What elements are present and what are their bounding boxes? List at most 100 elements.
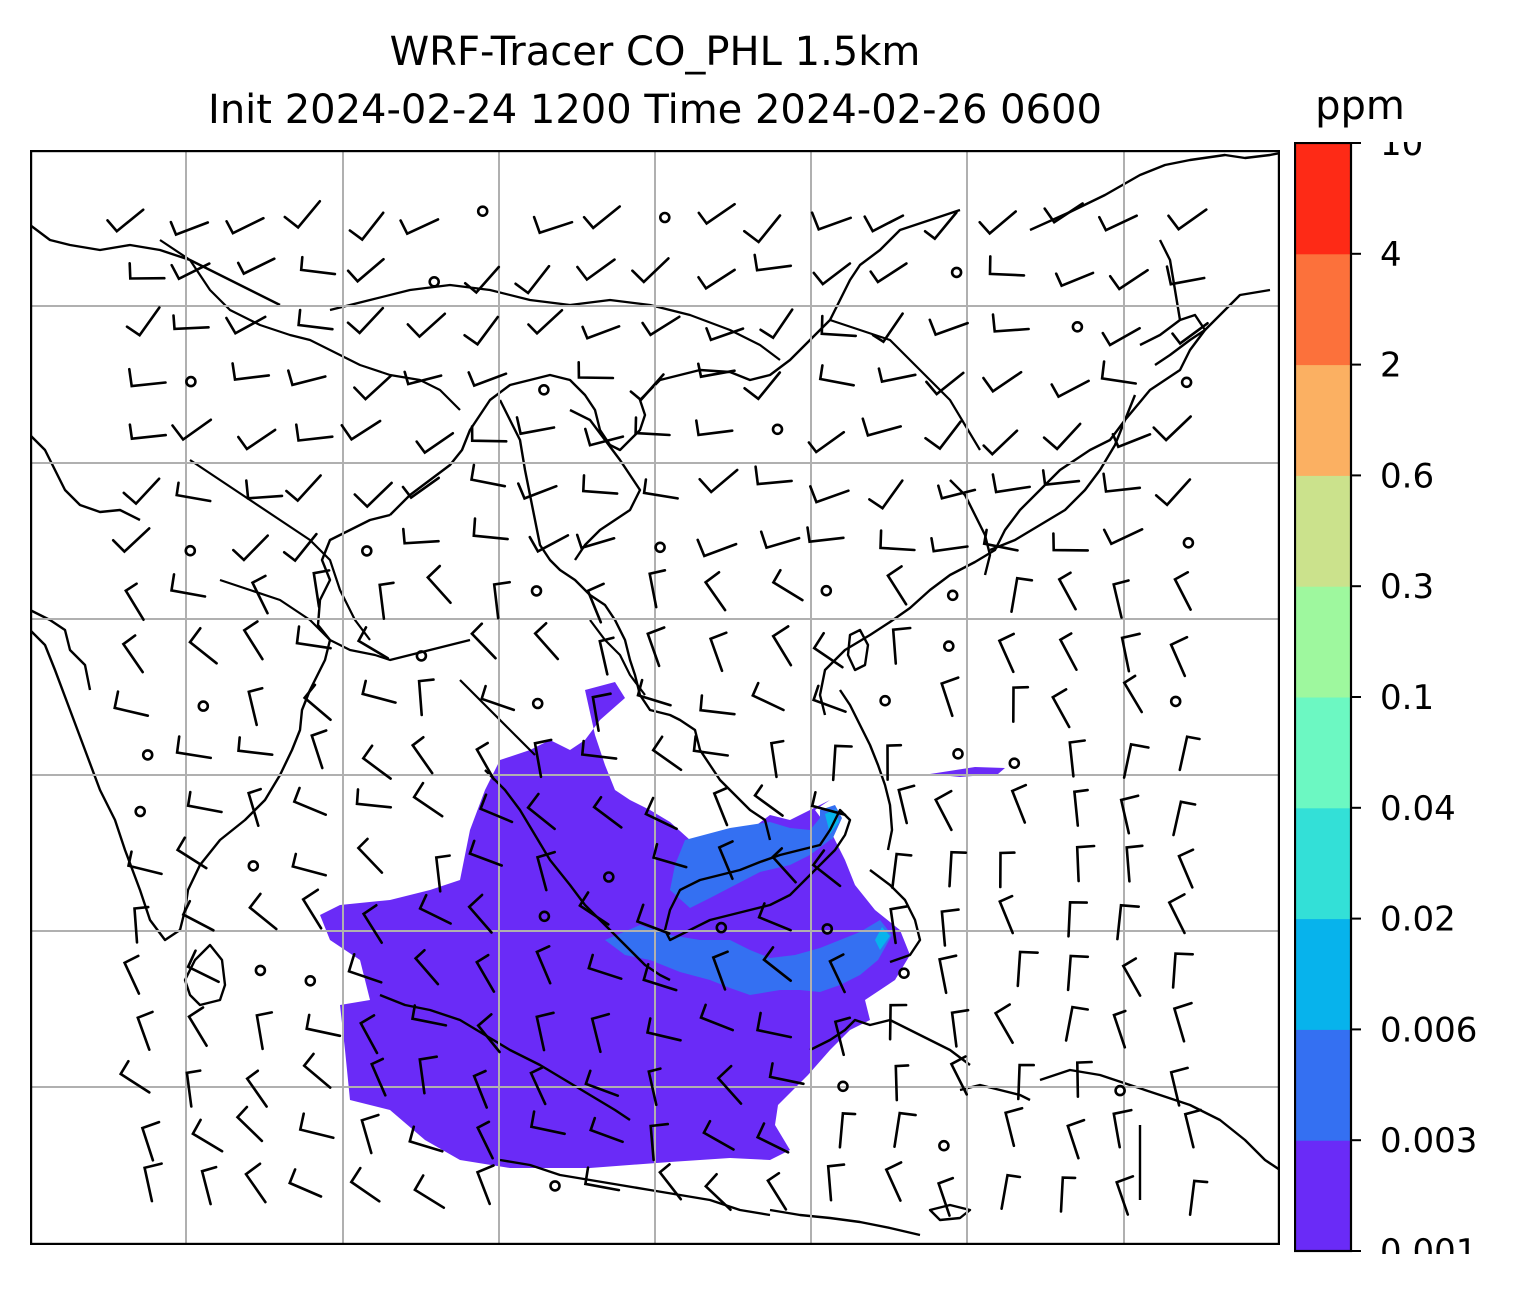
wind-barb <box>1100 360 1137 385</box>
wind-barb <box>225 216 265 235</box>
map-frame <box>30 150 1280 1245</box>
calm-wind-marker <box>952 747 964 760</box>
wind-barb <box>771 568 804 602</box>
wind-barb <box>717 840 734 881</box>
wind-barb <box>186 790 223 814</box>
wind-barb <box>812 262 852 286</box>
wind-barb <box>355 788 393 809</box>
wind-barb <box>235 1105 264 1143</box>
wind-barb <box>283 200 322 230</box>
wind-barb <box>361 744 392 780</box>
calm-wind-marker <box>185 375 197 388</box>
wind-barb <box>353 374 392 401</box>
wind-barb <box>359 1014 379 1055</box>
wind-barb <box>1064 1005 1089 1042</box>
wind-barb <box>360 1113 380 1155</box>
wind-barb <box>1059 1176 1077 1213</box>
wind-barb <box>647 1067 662 1107</box>
wind-barb <box>924 420 962 451</box>
wind-barb <box>753 784 784 817</box>
calm-wind-marker <box>771 423 784 436</box>
wind-barb <box>591 692 612 732</box>
wind-barb <box>806 526 845 544</box>
wind-barb <box>535 945 552 985</box>
calm-wind-marker <box>602 871 615 883</box>
wind-barb <box>705 327 745 342</box>
calm-wind-marker <box>1071 321 1084 333</box>
wind-barb <box>188 627 218 665</box>
wind-barb <box>999 851 1016 889</box>
wind-barb <box>833 1016 852 1057</box>
wind-barb <box>1112 579 1130 619</box>
wind-barb <box>831 744 853 782</box>
colorbar-segments <box>1295 143 1351 1252</box>
wind-barb <box>347 953 383 984</box>
russia-china-border <box>829 318 981 451</box>
colorbar-tick-label: 0.001 <box>1380 1232 1477 1254</box>
wind-barb <box>1017 1063 1035 1101</box>
wind-barb <box>346 306 385 335</box>
wind-barb <box>584 1069 620 1097</box>
wind-barb <box>175 735 212 760</box>
wind-barb <box>528 534 570 554</box>
wind-barb <box>1125 844 1144 883</box>
wind-barb <box>648 569 667 609</box>
wind-barb <box>642 963 678 992</box>
wind-barb <box>418 1055 438 1095</box>
wind-barb <box>1172 800 1197 837</box>
calm-wind-marker <box>1114 1084 1126 1097</box>
wind-barb <box>586 582 605 624</box>
philippines-mindanao <box>869 869 922 964</box>
wind-barb <box>751 681 785 712</box>
wind-barb <box>237 736 274 756</box>
wind-barb <box>231 362 271 382</box>
wind-barb <box>535 1011 555 1052</box>
borneo <box>663 808 852 942</box>
wind-barb <box>399 218 440 236</box>
plume-low-concentration <box>320 682 910 1168</box>
wind-barb <box>295 423 334 442</box>
wind-barb <box>1188 1179 1209 1216</box>
wind-barb <box>642 478 679 500</box>
wind-barb <box>1112 1108 1133 1149</box>
wind-barb <box>877 367 917 384</box>
sri-lanka <box>183 943 227 1007</box>
wind-barb <box>923 211 958 241</box>
calm-wind-marker <box>837 1080 849 1093</box>
calm-wind-marker <box>254 964 267 977</box>
wind-barb <box>288 1168 323 1198</box>
wind-barb <box>1121 957 1142 997</box>
wind-barb <box>811 849 842 888</box>
wind-barb <box>1122 674 1143 714</box>
wind-barb <box>171 418 213 442</box>
wind-barb <box>292 786 327 816</box>
wind-barb <box>349 1166 381 1203</box>
wind-barb <box>699 1003 734 1032</box>
wind-barb <box>1173 571 1192 611</box>
wind-barb <box>225 315 267 336</box>
wind-barb <box>425 564 452 605</box>
wind-barb <box>291 852 327 877</box>
asia-northern-coastline <box>1029 151 1280 232</box>
calm-wind-marker <box>531 697 544 710</box>
wind-barb <box>997 632 1015 674</box>
wind-barb <box>645 1017 682 1042</box>
wind-barb <box>982 370 1023 394</box>
wind-barb <box>702 1119 735 1151</box>
wind-barb <box>649 1122 670 1162</box>
malay-peninsula <box>484 769 671 982</box>
wind-barb <box>884 1161 903 1202</box>
wind-barb <box>408 1125 444 1153</box>
wind-barb <box>1165 265 1206 286</box>
colorbar-segment <box>1295 475 1351 587</box>
wind-barb <box>417 678 435 717</box>
wind-barb <box>527 308 564 336</box>
wind-barb <box>467 893 493 934</box>
calm-wind-marker <box>654 541 666 554</box>
timor <box>928 1203 972 1222</box>
wind-barb <box>169 220 210 237</box>
colorbar-segment <box>1295 697 1351 809</box>
wind-barb <box>587 953 623 980</box>
wind-barb <box>529 1066 547 1106</box>
wind-barb <box>106 208 145 234</box>
